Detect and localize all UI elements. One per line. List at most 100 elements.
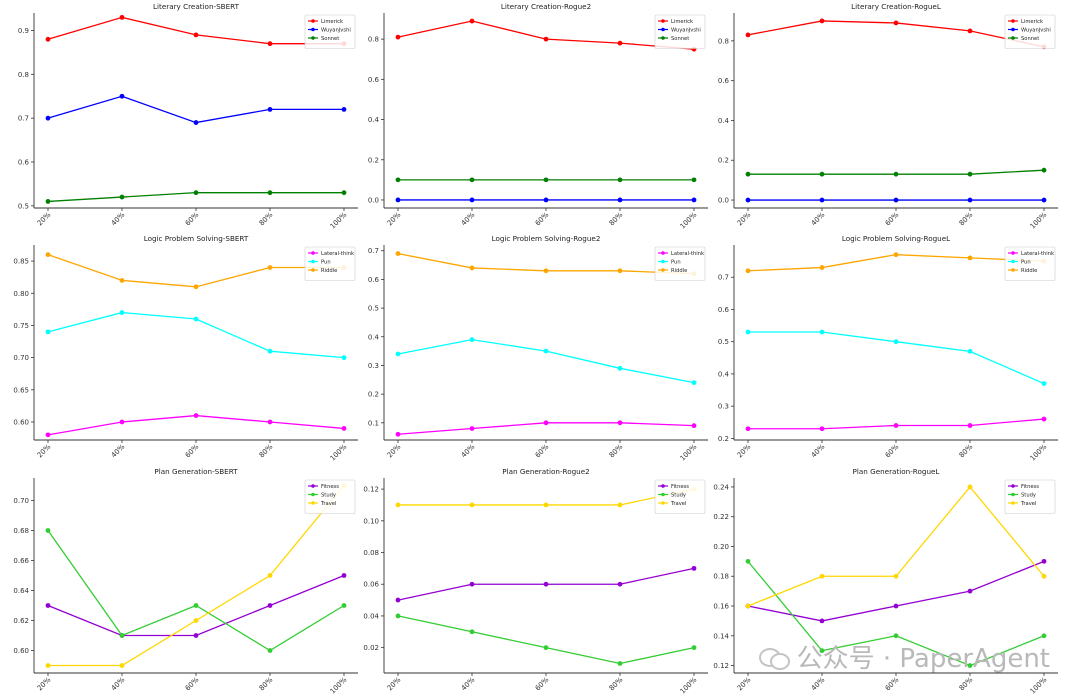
y-tick-label: 0.68	[13, 527, 29, 535]
data-point	[967, 423, 973, 428]
data-point	[341, 190, 347, 196]
y-tick-label: 0.18	[713, 573, 729, 581]
data-point	[543, 197, 549, 203]
legend-label: Limerick	[671, 19, 693, 25]
data-point	[267, 265, 273, 270]
y-tick-label: 0.62	[13, 617, 29, 625]
y-tick-label: 0.12	[713, 662, 729, 670]
x-tick-label: 60%	[534, 676, 551, 693]
x-tick-label: 20%	[736, 676, 753, 693]
chart-panel-7: Plan Generation-SBERT 0.60 0.62 0.64 0.66 0.6…	[13, 467, 358, 696]
y-tick-label: 0.04	[363, 612, 379, 620]
data-point	[543, 420, 549, 426]
legend-label: Pun	[1021, 260, 1031, 266]
legend-box	[304, 479, 356, 514]
data-point	[267, 419, 273, 425]
legend-label: Travel	[670, 501, 686, 507]
data-point	[469, 502, 475, 508]
legend-swatch-marker	[311, 484, 315, 488]
x-tick-label: 20%	[386, 443, 403, 460]
data-point	[967, 588, 973, 594]
data-point	[395, 34, 401, 40]
y-tick-label: 0.7	[368, 247, 379, 255]
y-tick-label: 0.3	[718, 403, 729, 411]
x-tick-label: 40%	[810, 443, 827, 460]
legend-label: Travel	[320, 501, 336, 507]
series-limerick	[395, 18, 697, 52]
legend-label: Riddle	[671, 268, 687, 274]
x-tick-label: 60%	[534, 211, 551, 228]
legend-label: Fitness	[1021, 484, 1039, 490]
legend-swatch-marker	[1011, 501, 1015, 505]
y-tick-label: 0.7	[18, 115, 29, 123]
y-tick-label: 0.6	[718, 306, 730, 314]
y-tick-label: 0.0	[718, 197, 729, 205]
y-tick-label: 0.6	[368, 76, 380, 84]
legend-swatch-marker	[661, 259, 665, 264]
chart-title: Literary Creation-RogueL	[851, 2, 941, 11]
y-tick-label: 0.65	[13, 386, 29, 394]
series-sonnet	[745, 167, 1047, 177]
data-point	[819, 329, 825, 335]
legend-swatch-marker	[1011, 259, 1015, 264]
data-point	[45, 199, 51, 204]
data-point	[1041, 197, 1047, 203]
x-tick-label: 40%	[460, 211, 477, 228]
series-limerick	[745, 18, 1047, 50]
legend: Lateral-think Pun Riddle	[654, 246, 706, 281]
series-line	[48, 485, 345, 667]
data-point	[45, 603, 51, 608]
legend: Lateral-think Pun Riddle	[1004, 246, 1056, 281]
x-tick-label: 60%	[884, 676, 901, 693]
data-point	[45, 252, 51, 258]
x-tick-label: 60%	[184, 211, 201, 228]
series-lateral-think	[395, 420, 697, 437]
data-point	[617, 268, 623, 274]
series-line	[47, 414, 345, 436]
data-point	[893, 603, 899, 609]
x-tick-label: 80%	[258, 443, 275, 460]
series-travel	[395, 486, 697, 508]
chart-panel-4: Logic Problem Solving-SBERT 0.60 0.65 0.70 0…	[13, 234, 358, 463]
legend-swatch-marker	[311, 251, 315, 255]
data-point	[691, 380, 697, 386]
y-tick-label: 0.2	[718, 157, 729, 165]
series-pun	[395, 337, 697, 386]
legend-label: Lateral-think	[1021, 251, 1054, 257]
legend-box	[654, 246, 706, 281]
legend-label: Lateral-think	[671, 251, 704, 257]
data-point	[543, 268, 549, 274]
data-point	[1041, 633, 1047, 639]
legend: Lateral-think Pun Riddle	[304, 246, 356, 281]
x-tick-label: 20%	[36, 443, 53, 460]
legend-swatch-marker	[661, 251, 665, 255]
chart-title: Logic Problem Solving-RogueL	[842, 234, 950, 243]
y-tick-label: 0.5	[718, 338, 729, 346]
chart-panel-2: Literary Creation-Rogue2 0.0 0.2 0.4 0.6 0.8 2…	[368, 2, 708, 231]
series-study	[395, 613, 697, 666]
legend-label: Sonnet	[671, 36, 689, 42]
y-tick-label: 0.8	[18, 71, 29, 79]
data-point	[341, 573, 347, 578]
legend-label: Fitness	[321, 484, 339, 490]
data-point	[395, 597, 401, 603]
data-point	[267, 648, 273, 653]
series-riddle	[45, 252, 347, 290]
x-tick-label: 80%	[258, 676, 275, 693]
data-point	[119, 663, 125, 668]
legend-label: Study	[321, 493, 336, 499]
x-tick-label: 80%	[958, 676, 975, 693]
series-riddle	[395, 251, 697, 277]
x-tick-label: 60%	[184, 443, 201, 460]
series-lateral-think	[45, 413, 347, 438]
data-point	[45, 663, 51, 668]
legend-box	[654, 479, 706, 514]
legend-label: Sonnet	[1021, 36, 1039, 42]
legend-swatch-marker	[661, 484, 665, 488]
legend-box	[304, 246, 356, 281]
y-tick-label: 0.6	[18, 158, 30, 166]
y-tick-label: 0.75	[13, 322, 29, 330]
data-point	[193, 284, 199, 290]
series-riddle	[745, 252, 1047, 274]
y-tick-label: 0.70	[13, 497, 29, 505]
